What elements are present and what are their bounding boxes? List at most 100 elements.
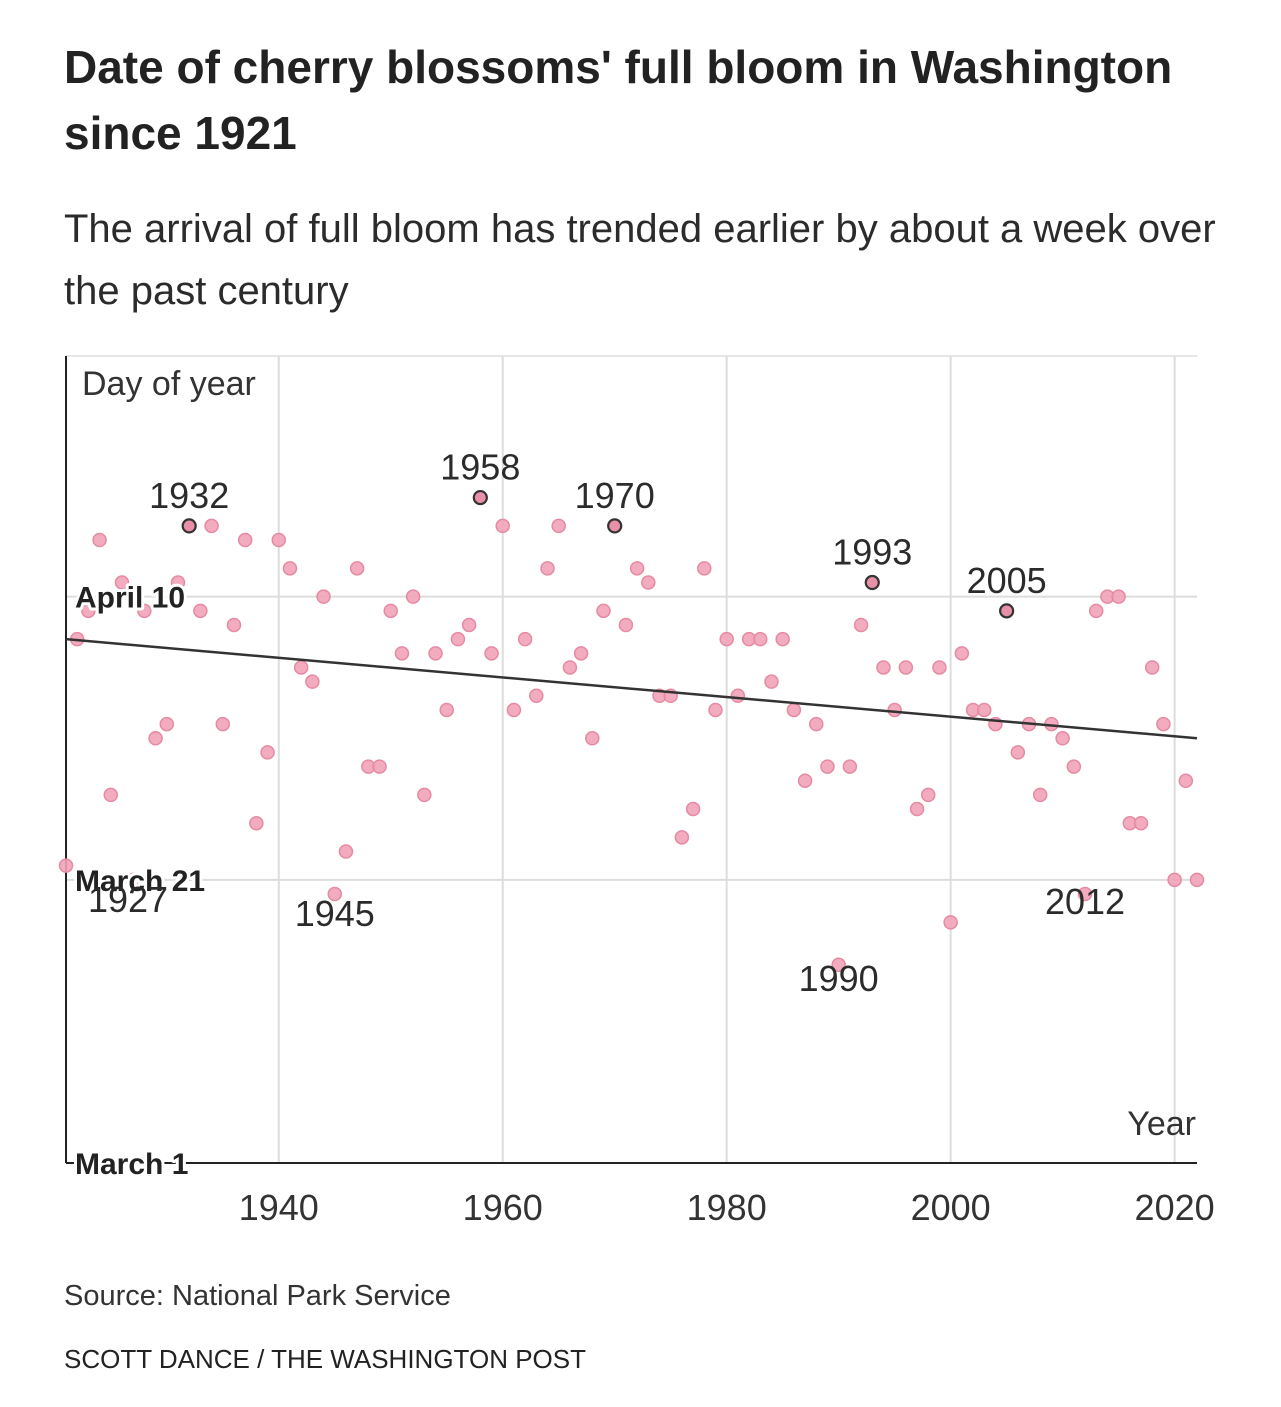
data-point (909, 801, 925, 817)
scatter-chart: 1940 1960 1980 2000 2020 Day of year Year March… (58, 355, 1215, 1228)
data-point (114, 575, 130, 590)
data-point (305, 674, 320, 689)
data-point (685, 801, 701, 817)
data-point (81, 603, 96, 619)
data-point (1133, 815, 1149, 831)
data-point (215, 716, 231, 732)
data-point (260, 745, 275, 760)
year-annotation: 1945 (295, 893, 375, 934)
data-point (562, 660, 578, 675)
data-point (697, 561, 712, 576)
data-point (159, 716, 175, 732)
data-point (349, 561, 365, 576)
year-annotation: 1970 (575, 475, 655, 516)
year-annotation: 1990 (799, 958, 879, 999)
data-point (775, 631, 790, 647)
data-point (954, 646, 970, 661)
year-annotation: 1927 (88, 879, 168, 920)
data-point (226, 617, 242, 633)
data-point (1088, 603, 1104, 619)
data-point (618, 617, 634, 633)
data-point (1055, 731, 1070, 746)
data-point (820, 759, 835, 774)
year-annotation: 1958 (440, 447, 520, 488)
data-point (1066, 759, 1082, 774)
data-point (293, 660, 309, 675)
data-point (181, 518, 197, 534)
source-note: Source: National Park Service (64, 1280, 451, 1312)
data-point (551, 518, 566, 534)
data-point (1144, 660, 1160, 675)
data-point (428, 646, 443, 661)
credit-line: SCOTT DANCE / THE WASHINGTON POST (64, 1344, 586, 1374)
data-point (831, 957, 846, 973)
data-point (976, 702, 992, 718)
data-point (137, 603, 152, 619)
data-point (372, 759, 387, 774)
year-annotation: 2005 (967, 560, 1047, 601)
data-point (394, 646, 410, 661)
data-point (585, 731, 600, 746)
data-point (517, 631, 533, 647)
data-point (103, 787, 119, 803)
data-point (282, 561, 298, 576)
data-point (809, 716, 824, 732)
data-point (1111, 589, 1126, 604)
data-point (932, 660, 947, 675)
data-point (1010, 745, 1026, 760)
year-annotation: 2012 (1045, 881, 1125, 922)
data-point (864, 574, 880, 591)
y-tick-label: March 21 (75, 865, 205, 898)
data-point (887, 702, 902, 718)
data-point (484, 646, 499, 661)
data-point (58, 858, 74, 873)
data-point (92, 532, 107, 548)
data-point (876, 660, 891, 675)
data-point (607, 518, 623, 534)
data-point (529, 688, 544, 704)
y-axis-title: Day of year (82, 365, 256, 403)
data-point (730, 688, 746, 704)
data-point (1167, 872, 1182, 888)
data-point (920, 787, 936, 803)
data-point (786, 702, 802, 718)
year-annotation: 1993 (832, 532, 912, 573)
x-tick-label: 1980 (687, 1187, 767, 1228)
data-point (472, 489, 488, 506)
data-point (417, 787, 432, 803)
data-point (383, 603, 398, 619)
data-point (1189, 872, 1205, 888)
data-point (1178, 773, 1194, 788)
data-point (338, 844, 354, 859)
data-point (853, 617, 869, 633)
data-point (842, 759, 858, 774)
x-tick-label: 1940 (239, 1187, 319, 1228)
data-point (237, 532, 253, 548)
data-point (1077, 886, 1093, 902)
data-point (898, 660, 914, 675)
x-axis-title: Year (1127, 1105, 1196, 1143)
data-point (193, 603, 208, 619)
data-point (148, 731, 163, 746)
data-point (327, 886, 343, 902)
data-point (506, 702, 522, 718)
data-point (439, 702, 454, 718)
data-point (461, 617, 477, 633)
data-point (797, 773, 813, 788)
data-point (1156, 716, 1171, 732)
data-point (753, 631, 768, 647)
data-point (641, 575, 656, 590)
data-point (405, 589, 421, 604)
data-point (170, 575, 186, 590)
data-point (674, 830, 690, 845)
data-point (125, 872, 141, 888)
year-annotation: 1932 (149, 475, 229, 516)
y-tick-label: April 10 (75, 582, 185, 615)
data-point (943, 915, 958, 930)
data-point (1032, 787, 1048, 803)
x-tick-label: 2020 (1135, 1187, 1215, 1228)
data-point (629, 561, 645, 576)
data-point (271, 532, 287, 548)
data-point (495, 518, 510, 534)
trend-line (65, 637, 1198, 740)
